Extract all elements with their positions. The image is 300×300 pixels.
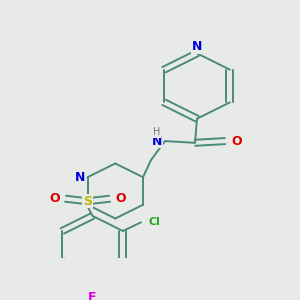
Text: N: N <box>192 40 202 53</box>
Text: O: O <box>115 192 126 205</box>
Text: O: O <box>232 135 242 148</box>
Text: O: O <box>49 192 60 205</box>
Text: N: N <box>152 135 162 148</box>
Text: N: N <box>74 171 85 184</box>
Text: F: F <box>88 291 97 300</box>
Text: H: H <box>153 128 161 137</box>
Text: S: S <box>83 195 92 208</box>
Text: Cl: Cl <box>149 218 161 227</box>
